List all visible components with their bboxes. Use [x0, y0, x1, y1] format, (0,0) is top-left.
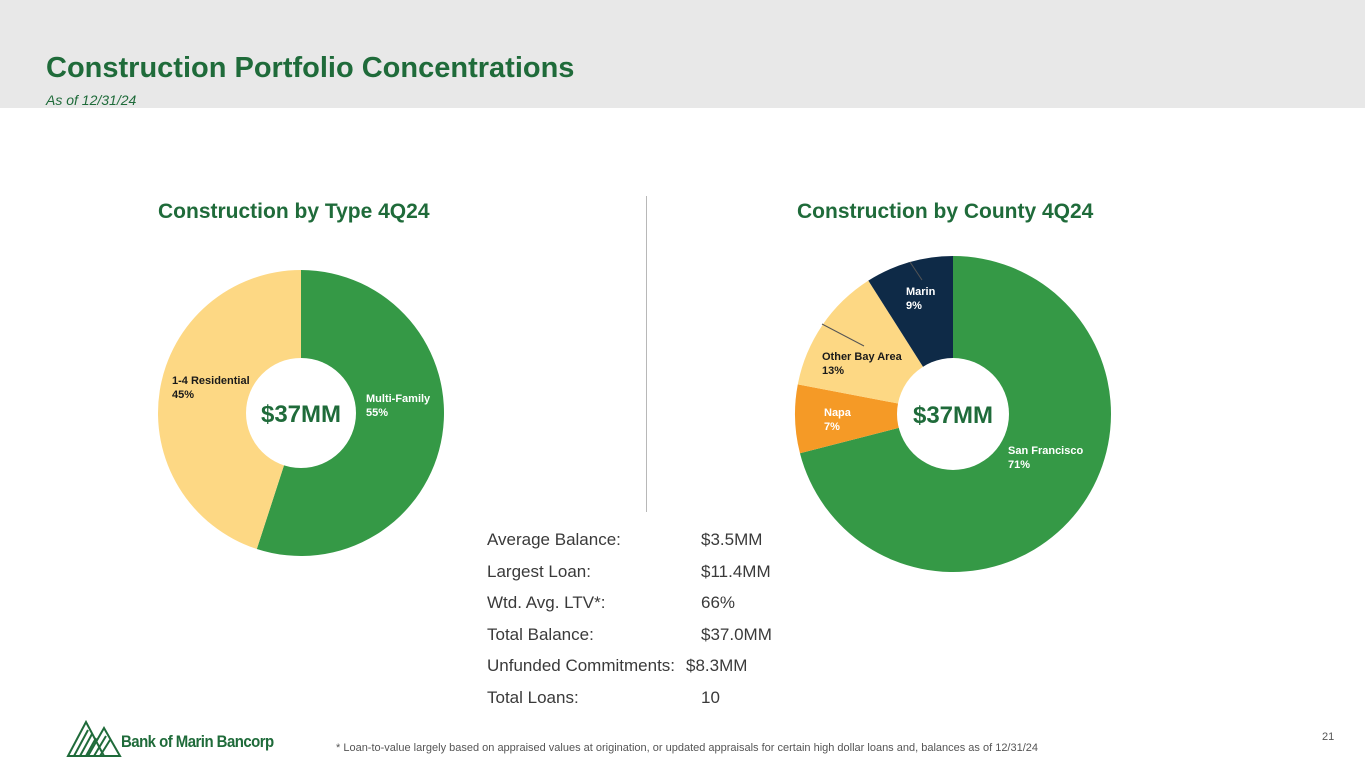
stat-label: Total Balance:	[487, 624, 594, 644]
stat-value: $3.5MM	[701, 530, 763, 549]
leader-line-other-bay-area	[821, 323, 865, 347]
data-label-multi-family: Multi-Family 55%	[366, 393, 431, 419]
slice-1-4-residential	[157, 270, 301, 550]
tree-logo-icon	[66, 719, 122, 757]
stat-value: 10	[701, 687, 720, 707]
donut-hole	[246, 358, 356, 468]
stat-label: Unfunded Commitments:	[487, 656, 676, 675]
page-number: 21	[1322, 731, 1335, 743]
stat-value: $37.0MM	[701, 624, 772, 644]
data-label-san-francisco: San Francisco 71%	[1008, 445, 1083, 471]
logo-text: Bank of Marin Bancorp	[121, 732, 274, 751]
donut-hole	[897, 358, 1009, 470]
stat-value: 66%	[701, 593, 736, 612]
data-label-napa: Napa 7%	[824, 407, 852, 433]
slice-napa	[794, 384, 953, 454]
stat-label: Average Balance:	[487, 530, 621, 549]
bank-logo: Bank of Marin Bancorp	[66, 718, 286, 758]
data-label-marin: Marin 9%	[906, 286, 936, 312]
page-title: Construction Portfolio Concentrations	[46, 52, 575, 84]
chart-title-type: Construction by Type 4Q24	[158, 200, 430, 223]
stat-value: $11.4MM	[701, 561, 771, 581]
data-label-1-4-residential: 1-4 Residential 45%	[172, 375, 250, 401]
center-label: $37MM	[913, 402, 993, 429]
page-subtitle: As of 12/31/24	[46, 92, 137, 108]
footnote: * Loan-to-value largely based on apprais…	[336, 742, 1039, 754]
stat-label: Wtd. Avg. LTV*:	[487, 593, 606, 612]
chart-title-county: Construction by County 4Q24	[797, 200, 1094, 223]
leader-line-marin	[909, 261, 923, 281]
data-label-other-bay-area: Other Bay Area 13%	[822, 351, 903, 377]
center-label: $37MM	[261, 401, 341, 428]
stat-label: Largest Loan:	[487, 561, 591, 581]
header-band: Construction Portfolio Concentrations As…	[0, 0, 1365, 108]
stat-value: $8.3MM	[686, 656, 748, 675]
stat-label: Total Loans:	[487, 687, 579, 707]
divider	[646, 196, 647, 512]
